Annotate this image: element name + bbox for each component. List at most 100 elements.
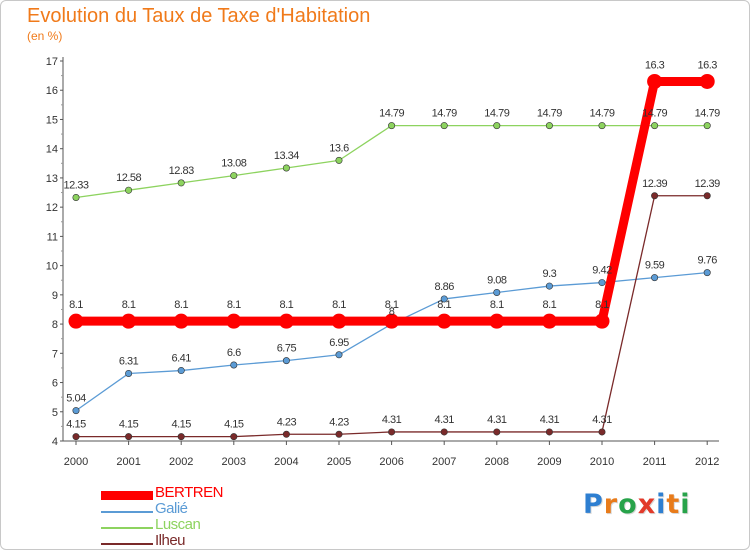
data-label-BERTREN: 8.1 <box>490 299 504 311</box>
y-tick-label: 6 <box>52 378 58 390</box>
x-tick-label: 2009 <box>537 456 561 468</box>
x-tick-label: 2001 <box>116 456 140 468</box>
data-label-Ilheu: 12.39 <box>695 178 720 190</box>
data-label-Luscan: 14.79 <box>642 108 667 120</box>
data-label-Ilheu: 4.31 <box>382 414 402 426</box>
data-point-Luscan <box>703 122 711 130</box>
data-label-Galié: 5.04 <box>66 393 86 405</box>
data-point-Galié <box>703 269 711 277</box>
data-point-BERTREN <box>226 313 242 329</box>
x-tick-label: 2011 <box>643 456 667 468</box>
y-tick-label: 9 <box>52 290 58 302</box>
data-point-Ilheu <box>493 428 501 436</box>
legend-label: Galié <box>155 500 188 517</box>
data-point-Ilheu <box>335 430 343 438</box>
data-point-BERTREN <box>173 313 189 329</box>
x-tick-label: 2008 <box>485 456 509 468</box>
data-point-Galié <box>598 279 606 287</box>
data-label-Ilheu: 12.39 <box>642 178 667 190</box>
data-label-Galié: 6.31 <box>119 355 139 367</box>
data-label-BERTREN: 16.3 <box>697 59 717 71</box>
data-point-Luscan <box>598 122 606 130</box>
data-point-Ilheu <box>598 428 606 436</box>
legend-swatch <box>101 527 153 529</box>
logo-letter: i <box>656 489 667 520</box>
data-point-Ilheu <box>177 433 185 441</box>
data-point-Galié <box>651 274 659 282</box>
legend-label: Ilheu <box>155 532 186 549</box>
data-point-Galié <box>335 351 343 359</box>
data-point-Luscan <box>177 179 185 187</box>
data-label-Luscan: 14.79 <box>695 108 720 120</box>
legend-item-Ilheu: Ilheu <box>101 532 301 551</box>
data-label-Luscan: 14.79 <box>537 108 562 120</box>
data-point-Galié <box>493 289 501 297</box>
chart-unit-label: (en %) <box>27 29 63 43</box>
data-label-Ilheu: 4.31 <box>434 414 454 426</box>
data-label-Luscan: 12.83 <box>169 165 194 177</box>
data-label-Galié: 6.6 <box>227 347 241 359</box>
series-line-Luscan <box>75 124 708 199</box>
y-tick-label: 15 <box>46 114 58 126</box>
data-point-Galié <box>440 295 448 303</box>
data-point-Ilheu <box>230 433 238 441</box>
data-label-BERTREN: 8.1 <box>385 299 399 311</box>
logo-letter: o <box>618 489 638 520</box>
data-label-Galié: 9.08 <box>487 275 507 287</box>
logo-letter: x <box>637 489 657 520</box>
x-tick-label: 2010 <box>590 456 614 468</box>
data-point-Galié <box>125 369 133 377</box>
data-point-Galié <box>282 357 290 365</box>
y-tick-label: 16 <box>46 85 58 97</box>
data-label-Luscan: 12.33 <box>63 180 88 192</box>
data-label-BERTREN: 8.1 <box>280 299 294 311</box>
legend-item-Luscan: Luscan <box>101 516 301 535</box>
data-point-Luscan <box>440 122 448 130</box>
data-point-BERTREN <box>384 313 400 329</box>
x-tick-label: 2004 <box>274 456 298 468</box>
data-label-BERTREN: 8.1 <box>332 299 346 311</box>
y-tick-label: 7 <box>52 348 58 360</box>
data-point-Ilheu <box>703 192 711 200</box>
data-label-BERTREN: 8.1 <box>543 299 557 311</box>
data-point-Galié <box>72 407 80 415</box>
data-point-BERTREN <box>541 313 557 329</box>
data-label-Galié: 6.41 <box>171 353 191 365</box>
data-point-Luscan <box>230 172 238 180</box>
x-tick-label: 2005 <box>327 456 351 468</box>
x-tick-label: 2006 <box>379 456 403 468</box>
legend-swatch <box>101 511 153 513</box>
y-tick-label: 5 <box>52 407 58 419</box>
data-label-Galié: 9.42 <box>592 265 612 277</box>
data-point-BERTREN <box>331 313 347 329</box>
logo-letter: t <box>666 489 681 520</box>
data-label-BERTREN: 16.3 <box>645 59 665 71</box>
data-point-Luscan <box>282 164 290 172</box>
y-tick-label: 4 <box>52 436 58 448</box>
data-label-Luscan: 14.79 <box>484 108 509 120</box>
data-point-Ilheu <box>72 433 80 441</box>
data-label-BERTREN: 8.1 <box>595 299 609 311</box>
data-point-Ilheu <box>545 428 553 436</box>
x-tick-label: 2003 <box>222 456 246 468</box>
data-label-Galié: 6.75 <box>277 343 297 355</box>
data-label-Galié: 8.86 <box>434 281 454 293</box>
data-label-BERTREN: 8.1 <box>122 299 136 311</box>
legend-swatch <box>101 491 153 500</box>
data-label-Ilheu: 4.31 <box>592 414 612 426</box>
data-point-Ilheu <box>388 428 396 436</box>
data-point-BERTREN <box>699 73 715 89</box>
data-point-BERTREN <box>647 73 663 89</box>
x-tick-label: 2012 <box>695 456 719 468</box>
legend-label: Luscan <box>155 516 201 533</box>
data-point-BERTREN <box>68 313 84 329</box>
data-label-Ilheu: 4.23 <box>329 416 349 428</box>
legend-label: BERTREN <box>155 484 223 501</box>
y-tick-label: 10 <box>46 261 58 273</box>
x-tick-label: 2000 <box>64 456 88 468</box>
data-label-Galié: 9.59 <box>645 260 665 272</box>
line-chart: 4 5 6 7 8 9 10 11 12 13 14 15 16 17 2000 2001 2002 2003 20… <box>46 56 721 468</box>
y-tick-label: 8 <box>52 319 58 331</box>
data-point-Luscan <box>493 122 501 130</box>
data-label-Ilheu: 4.23 <box>277 416 297 428</box>
